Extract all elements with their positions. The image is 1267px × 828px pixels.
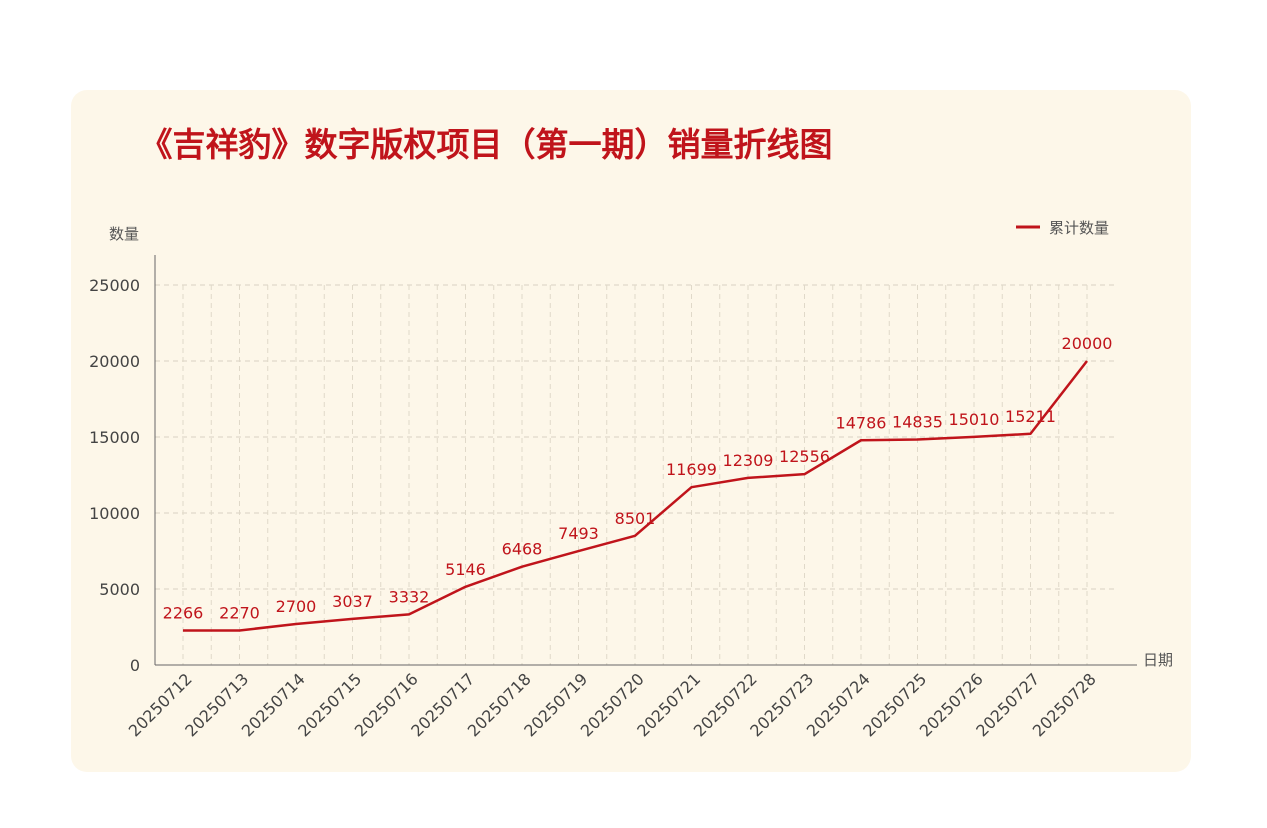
data-labels: 2266 2270 2700 3037 3332 5146 6468 7493 8501 1169… bbox=[163, 334, 1113, 623]
data-label: 12556 bbox=[779, 447, 830, 466]
data-label: 15211 bbox=[1005, 407, 1056, 426]
data-label: 20000 bbox=[1062, 334, 1113, 353]
y-axis-title: 数量 bbox=[109, 225, 139, 243]
data-label: 14786 bbox=[836, 413, 887, 432]
axes: 数量 日期 bbox=[109, 225, 1173, 669]
data-label: 7493 bbox=[558, 524, 599, 543]
data-label: 11699 bbox=[666, 460, 717, 479]
data-label: 2266 bbox=[163, 604, 204, 623]
x-tick-labels: 2025071220250713202507142025071520250716… bbox=[125, 669, 1100, 740]
data-label: 5146 bbox=[445, 560, 486, 579]
legend-entry-label: 累计数量 bbox=[1049, 219, 1109, 237]
y-tick-labels: 0 5000 10000 15000 20000 25000 bbox=[89, 276, 140, 675]
data-label: 6468 bbox=[502, 540, 543, 559]
data-label: 14835 bbox=[892, 413, 943, 432]
y-tick-label: 20000 bbox=[89, 352, 140, 371]
chart-title: 《吉祥豹》数字版权项目（第一期）销量折线图 bbox=[139, 125, 833, 164]
legend: 累计数量 bbox=[1016, 219, 1109, 237]
data-label: 12309 bbox=[723, 451, 774, 470]
series-line-layer bbox=[182, 360, 1088, 632]
data-label: 2270 bbox=[219, 603, 260, 622]
data-label: 3332 bbox=[389, 587, 430, 606]
data-label: 15010 bbox=[949, 410, 1000, 429]
y-tick-label: 15000 bbox=[89, 428, 140, 447]
y-tick-label: 0 bbox=[130, 656, 140, 675]
chart-card bbox=[71, 90, 1191, 772]
y-tick-label: 25000 bbox=[89, 276, 140, 295]
x-axis-title: 日期 bbox=[1143, 651, 1173, 669]
data-label: 3037 bbox=[332, 592, 373, 611]
y-tick-label: 5000 bbox=[99, 580, 140, 599]
y-tick-label: 10000 bbox=[89, 504, 140, 523]
data-label: 8501 bbox=[615, 509, 656, 528]
data-label: 2700 bbox=[276, 597, 317, 616]
